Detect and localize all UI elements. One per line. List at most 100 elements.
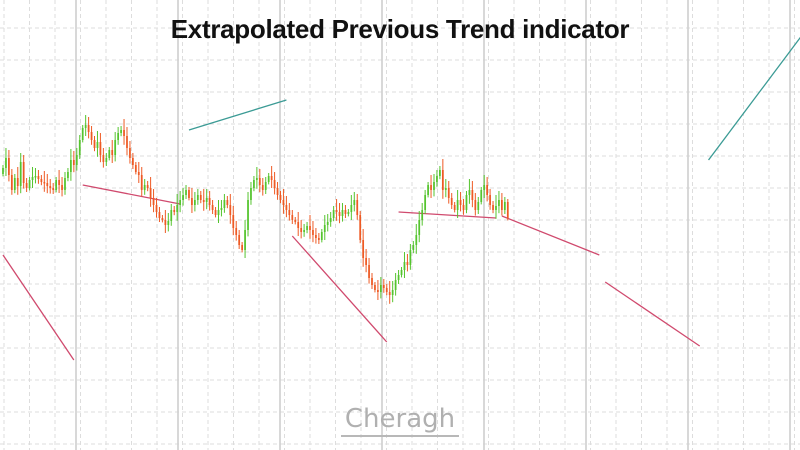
candle-bullish: [2, 168, 4, 174]
candle-bearish: [430, 185, 432, 190]
candle-bearish: [241, 245, 243, 250]
candle-bullish: [185, 190, 187, 195]
candle-bearish: [132, 158, 134, 165]
candle-bullish: [170, 210, 173, 221]
candle-bullish: [347, 212, 350, 214]
candle-bullish: [400, 270, 403, 275]
candle-bullish: [439, 170, 441, 176]
candle-bullish: [436, 176, 438, 182]
candle-bearish: [462, 205, 465, 210]
candle-bullish: [108, 150, 111, 158]
candle-bearish: [93, 140, 96, 148]
candle-bullish: [391, 290, 394, 295]
candle-bullish: [394, 280, 397, 290]
downtrend-line: [2, 254, 75, 361]
candle-bearish: [90, 132, 93, 140]
candle-bullish: [31, 177, 34, 180]
candle-bearish: [365, 258, 367, 265]
candle-bullish: [205, 198, 208, 202]
candle-bearish: [297, 222, 300, 228]
chart-title: Extrapolated Previous Trend indicator: [170, 14, 630, 44]
downtrend-line: [501, 215, 600, 256]
candle-bullish: [78, 140, 81, 155]
candle-bearish: [300, 228, 303, 232]
candle-bullish: [465, 195, 468, 210]
candle-bullish: [329, 218, 332, 222]
candle-bullish: [456, 200, 459, 210]
cheragh-watermark-logo: Cheragh: [0, 404, 800, 437]
candle-bullish: [326, 222, 329, 225]
candle-bearish: [152, 198, 155, 205]
candle-bearish: [377, 290, 379, 292]
candle-bearish: [312, 230, 314, 235]
candle-bearish: [10, 175, 13, 190]
candle-bearish: [385, 288, 388, 292]
candle-bullish: [409, 250, 412, 265]
candle-bullish: [55, 180, 58, 190]
downtrend-line: [82, 184, 181, 205]
candle-bullish: [143, 185, 146, 190]
candle-bullish: [306, 226, 308, 230]
candle-bearish: [447, 188, 450, 198]
candle-bearish: [102, 155, 105, 162]
candle-bearish: [123, 130, 125, 136]
candle-bearish: [52, 188, 55, 190]
candle-bearish: [214, 210, 217, 215]
candle-bearish: [362, 240, 365, 258]
candle-bearish: [8, 158, 10, 175]
candle-bearish: [202, 200, 205, 202]
candle-bullish: [421, 210, 424, 220]
candle-bearish: [368, 265, 370, 278]
candle-bullish: [81, 128, 84, 140]
candle-bearish: [146, 185, 149, 188]
candle-bullish: [105, 158, 108, 162]
candle-bullish: [253, 180, 255, 188]
candle-bullish: [19, 162, 22, 186]
candle-bearish: [258, 178, 261, 185]
candle-bullish: [167, 221, 170, 225]
candle-bearish: [188, 190, 190, 198]
candle-bearish: [288, 210, 291, 215]
candle-bullish: [341, 210, 344, 216]
uptrend-line: [708, 36, 800, 161]
candle-bullish: [70, 160, 72, 172]
trend-lines-layer: [2, 36, 800, 361]
candle-bullish: [250, 188, 252, 200]
candle-bullish: [444, 188, 447, 190]
candle-bullish: [64, 178, 66, 190]
candle-bearish: [49, 186, 52, 188]
candle-bearish: [309, 226, 311, 230]
candle-bullish: [28, 180, 31, 188]
candle-bearish: [279, 195, 282, 200]
downtrend-line: [398, 211, 497, 219]
candle-bullish: [176, 205, 179, 212]
candle-bullish: [217, 210, 220, 215]
candle-bullish: [84, 125, 87, 128]
watermark-text: Cheragh: [340, 404, 460, 437]
candle-bearish: [270, 176, 273, 180]
candle-bullish: [498, 200, 500, 206]
candle-bullish: [34, 176, 37, 178]
candle-bearish: [294, 220, 297, 222]
candle-bearish: [99, 142, 102, 155]
candle-bullish: [179, 200, 182, 205]
candle-bearish: [22, 162, 25, 183]
candle-bullish: [247, 200, 249, 230]
candle-bearish: [471, 190, 474, 200]
candle-bearish: [506, 202, 509, 218]
candle-bullish: [468, 190, 471, 195]
candle-bearish: [474, 200, 477, 210]
candle-bearish: [235, 228, 238, 235]
candle-bearish: [388, 292, 391, 295]
candle-bearish: [359, 215, 362, 240]
candle-bearish: [282, 200, 285, 205]
candle-bullish: [196, 195, 199, 200]
candle-bullish: [114, 140, 117, 155]
candle-bearish: [459, 200, 462, 205]
candle-bullish: [67, 172, 69, 178]
candle-bearish: [335, 210, 338, 212]
candle-bullish: [332, 210, 335, 218]
candle-bullish: [424, 195, 427, 210]
